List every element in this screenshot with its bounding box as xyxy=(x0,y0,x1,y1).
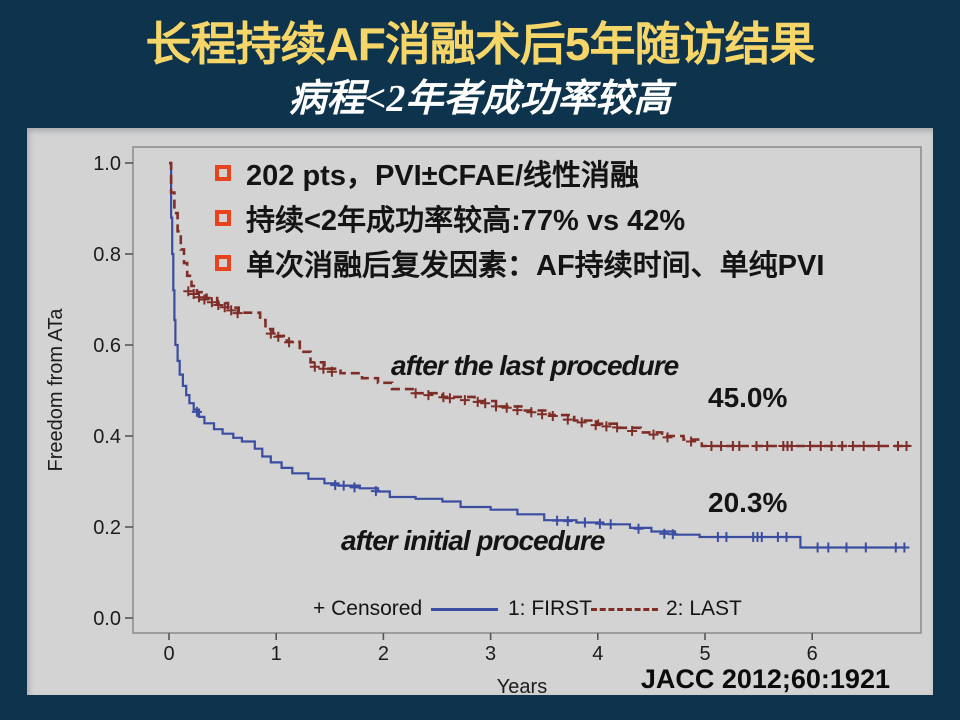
y-axis-tick-label: 1.0 xyxy=(93,153,121,175)
citation: JACC 2012;60:1921 xyxy=(640,664,890,694)
last-series-path xyxy=(169,161,910,448)
last-curve-percentage: 45.0% xyxy=(708,382,788,413)
initial-curve-annotation: after initial procedure xyxy=(341,525,605,556)
bullet-item: 单次消融后复发因素：AF持续时间、单纯PVI xyxy=(215,240,824,285)
bullet-text: 202 pts，PVI±CFAE/线性消融 xyxy=(246,159,640,192)
x-axis-tick-label: 4 xyxy=(592,643,603,665)
y-axis-title: Freedom from ATa xyxy=(45,308,67,472)
bullet-square-icon xyxy=(215,164,231,181)
bullet-list: 202 pts，PVI±CFAE/线性消融持续<2年成功率较高:77% vs 4… xyxy=(215,150,824,285)
first-censor-marks xyxy=(191,406,910,553)
x-axis-tick-label: 6 xyxy=(807,643,818,665)
slide-title: 长程持续AF消融术后5年随访结果 xyxy=(145,18,816,70)
chart-panel xyxy=(27,128,933,695)
last-curve-annotation: after the last procedure xyxy=(391,350,679,381)
slide-subtitle: 病程<2年者成功率较高 xyxy=(288,78,672,120)
bullet-text: 持续<2年成功率较高:77% vs 42% xyxy=(246,204,686,237)
y-axis-tick-label: 0.2 xyxy=(93,517,121,539)
plot-frame xyxy=(132,146,922,634)
bullet-text: 单次消融后复发因素：AF持续时间、单纯PVI xyxy=(246,249,825,282)
x-axis-tick-label: 2 xyxy=(378,643,389,665)
y-axis-tick-label: 0.0 xyxy=(93,608,121,630)
bullet-square-icon xyxy=(215,209,231,226)
initial-curve-percentage: 20.3% xyxy=(708,487,788,518)
legend-first-label: 1: FIRST xyxy=(508,597,593,620)
y-axis-tick-label: 0.8 xyxy=(93,244,121,266)
x-axis-tick-label: 0 xyxy=(163,643,174,665)
last-censor-marks xyxy=(183,286,912,451)
first-series-path xyxy=(169,161,904,549)
x-axis-tick-label: 3 xyxy=(485,643,496,665)
bullet-item: 持续<2年成功率较高:77% vs 42% xyxy=(215,195,824,240)
x-axis-title: Years xyxy=(497,676,547,698)
legend-last-dash-swatch xyxy=(591,608,658,611)
x-axis-tick-label: 1 xyxy=(271,643,282,665)
x-axis-tick-label: 5 xyxy=(699,643,710,665)
legend-first-line-swatch xyxy=(431,608,498,611)
y-axis-tick-label: 0.6 xyxy=(93,335,121,357)
legend-last-label: 2: LAST xyxy=(666,597,742,620)
bullet-item: 202 pts，PVI±CFAE/线性消融 xyxy=(215,150,824,195)
legend-censored-label: + Censored xyxy=(313,597,423,620)
bullet-square-icon xyxy=(215,254,231,271)
y-axis-tick-label: 0.4 xyxy=(93,426,121,448)
